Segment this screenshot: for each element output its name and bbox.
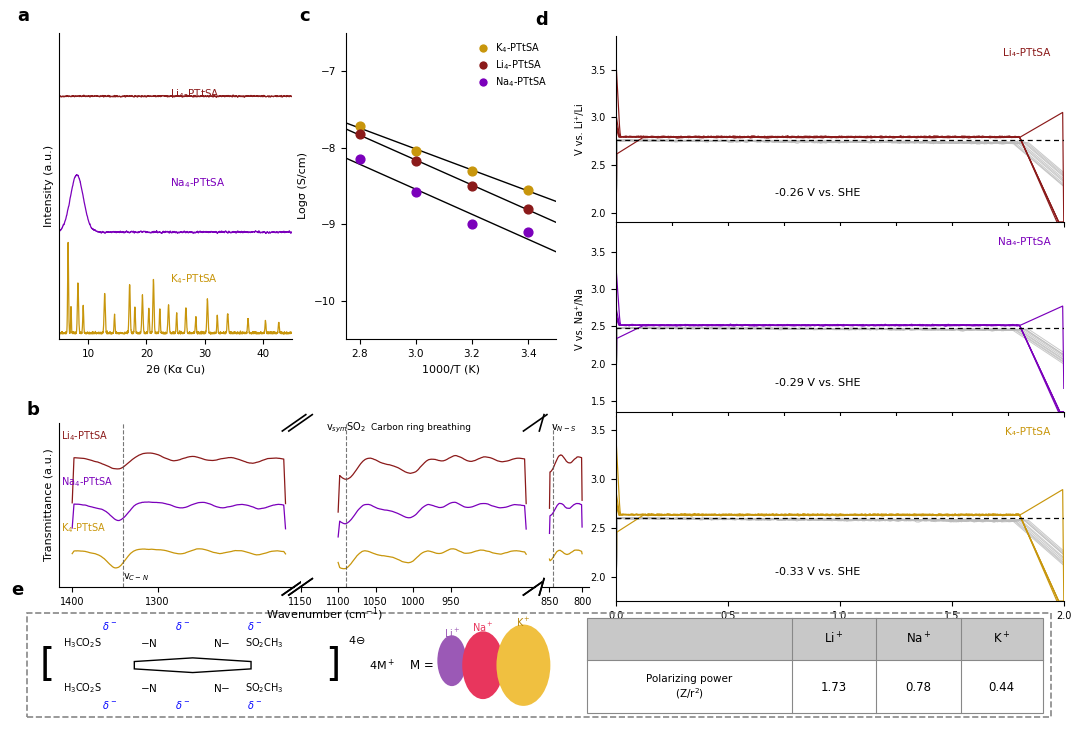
Text: K$^+$: K$^+$ <box>994 631 1011 647</box>
Text: $\!\!-\!$N: $\!\!-\!$N <box>140 682 158 694</box>
Y-axis label: Transmittance (a.u.): Transmittance (a.u.) <box>44 448 54 561</box>
Point <box>407 186 424 198</box>
Text: v$_{C-N}$: v$_{C-N}$ <box>123 571 149 582</box>
Text: H$_3$CO$_2$S: H$_3$CO$_2$S <box>63 636 102 650</box>
Text: $\delta^-$: $\delta^-$ <box>103 699 118 711</box>
Text: Na$^+$: Na$^+$ <box>906 631 931 647</box>
Text: K$_4$-PTtSA: K$_4$-PTtSA <box>170 272 217 286</box>
Text: Polarizing power
(Z/r$^2$): Polarizing power (Z/r$^2$) <box>646 674 732 701</box>
Y-axis label: V vs. Na⁺/Na: V vs. Na⁺/Na <box>575 288 585 350</box>
Ellipse shape <box>462 631 503 699</box>
Text: $\delta^-$: $\delta^-$ <box>247 699 262 711</box>
Text: 0.44: 0.44 <box>988 681 1015 693</box>
X-axis label: 1000/T (K): 1000/T (K) <box>422 364 480 374</box>
Point <box>351 153 368 165</box>
Text: Na$_4$-PTtSA: Na$_4$-PTtSA <box>62 475 113 489</box>
Text: Na$_4$-PTtSA: Na$_4$-PTtSA <box>170 176 225 190</box>
Text: b: b <box>27 401 40 418</box>
Text: 0.78: 0.78 <box>905 681 932 693</box>
Text: -0.29 V vs. SHE: -0.29 V vs. SHE <box>774 378 860 388</box>
Text: Na₄-PTtSA: Na₄-PTtSA <box>998 237 1051 247</box>
Point <box>407 146 424 157</box>
Ellipse shape <box>437 635 467 686</box>
Text: -0.26 V vs. SHE: -0.26 V vs. SHE <box>774 188 860 198</box>
Point <box>463 165 481 176</box>
Text: Li$_4$-PTtSA: Li$_4$-PTtSA <box>62 429 108 443</box>
X-axis label: 2θ (Kα Cu): 2θ (Kα Cu) <box>146 364 205 374</box>
Text: c: c <box>299 7 310 25</box>
Point <box>351 120 368 132</box>
Text: 4$\ominus$: 4$\ominus$ <box>348 634 366 647</box>
Legend: K$_4$-PTtSA, Li$_4$-PTtSA, Na$_4$-PTtSA: K$_4$-PTtSA, Li$_4$-PTtSA, Na$_4$-PTtSA <box>469 38 551 93</box>
Text: Li$^+$: Li$^+$ <box>444 627 460 640</box>
Text: v$_{N-S}$: v$_{N-S}$ <box>551 422 577 434</box>
Point <box>463 180 481 192</box>
Text: N$-\!\!$: N$-\!\!$ <box>214 682 231 694</box>
Point <box>351 128 368 140</box>
Point <box>519 203 537 215</box>
Point <box>519 226 537 238</box>
Text: Li$_4$-PTtSA: Li$_4$-PTtSA <box>170 87 219 101</box>
Bar <box>586 617 1043 713</box>
Text: -0.33 V vs. SHE: -0.33 V vs. SHE <box>774 567 860 577</box>
Y-axis label: Logσ (S/cm): Logσ (S/cm) <box>298 152 309 219</box>
Text: d: d <box>535 11 548 29</box>
Text: Wavenumber (cm$^{-1}$): Wavenumber (cm$^{-1}$) <box>266 605 382 623</box>
X-axis label: xM in M₂₊ₓ-PTtSA (M = Li, Na, K): xM in M₂₊ₓ-PTtSA (M = Li, Na, K) <box>756 627 923 636</box>
Text: $\delta^-$: $\delta^-$ <box>175 620 190 631</box>
Text: Carbon ring breathing: Carbon ring breathing <box>370 423 471 432</box>
Text: Li₄-PTtSA: Li₄-PTtSA <box>1003 47 1051 58</box>
Text: $\delta^-$: $\delta^-$ <box>247 620 262 631</box>
Text: $\delta^-$: $\delta^-$ <box>103 620 118 631</box>
Text: 1.73: 1.73 <box>821 681 847 693</box>
Bar <box>586 617 1043 660</box>
Y-axis label: Potential (V vs. K⁺/K): Potential (V vs. K⁺/K) <box>575 458 585 559</box>
Text: a: a <box>17 7 29 25</box>
Text: N$-\!\!$: N$-\!\!$ <box>214 636 231 649</box>
Point <box>463 219 481 230</box>
Text: SO$_2$CH$_3$: SO$_2$CH$_3$ <box>244 636 283 650</box>
Text: [: [ <box>40 646 55 685</box>
Text: H$_3$CO$_2$S: H$_3$CO$_2$S <box>63 681 102 695</box>
Y-axis label: Intensity (a.u.): Intensity (a.u.) <box>44 145 54 227</box>
Text: Li$^+$: Li$^+$ <box>824 631 843 647</box>
Text: K$^+$: K$^+$ <box>516 616 530 629</box>
Text: K$_4$-PTtSA: K$_4$-PTtSA <box>62 521 106 535</box>
Text: e: e <box>11 581 24 599</box>
Text: Na$^+$: Na$^+$ <box>472 620 494 634</box>
Point <box>519 184 537 195</box>
Text: K₄-PTtSA: K₄-PTtSA <box>1005 426 1051 437</box>
Y-axis label: V vs. Li⁺/Li: V vs. Li⁺/Li <box>575 104 585 155</box>
Text: $\!\!-\!$N: $\!\!-\!$N <box>140 636 158 649</box>
Text: $\delta^-$: $\delta^-$ <box>175 699 190 711</box>
Text: SO$_2$CH$_3$: SO$_2$CH$_3$ <box>244 681 283 695</box>
Text: ]: ] <box>325 646 340 685</box>
Text: v$_{sym}$SO$_2$: v$_{sym}$SO$_2$ <box>326 420 366 434</box>
Point <box>407 155 424 167</box>
Text: 4M$^+$: 4M$^+$ <box>369 658 395 673</box>
Text: M =: M = <box>410 659 434 671</box>
Ellipse shape <box>497 625 551 706</box>
